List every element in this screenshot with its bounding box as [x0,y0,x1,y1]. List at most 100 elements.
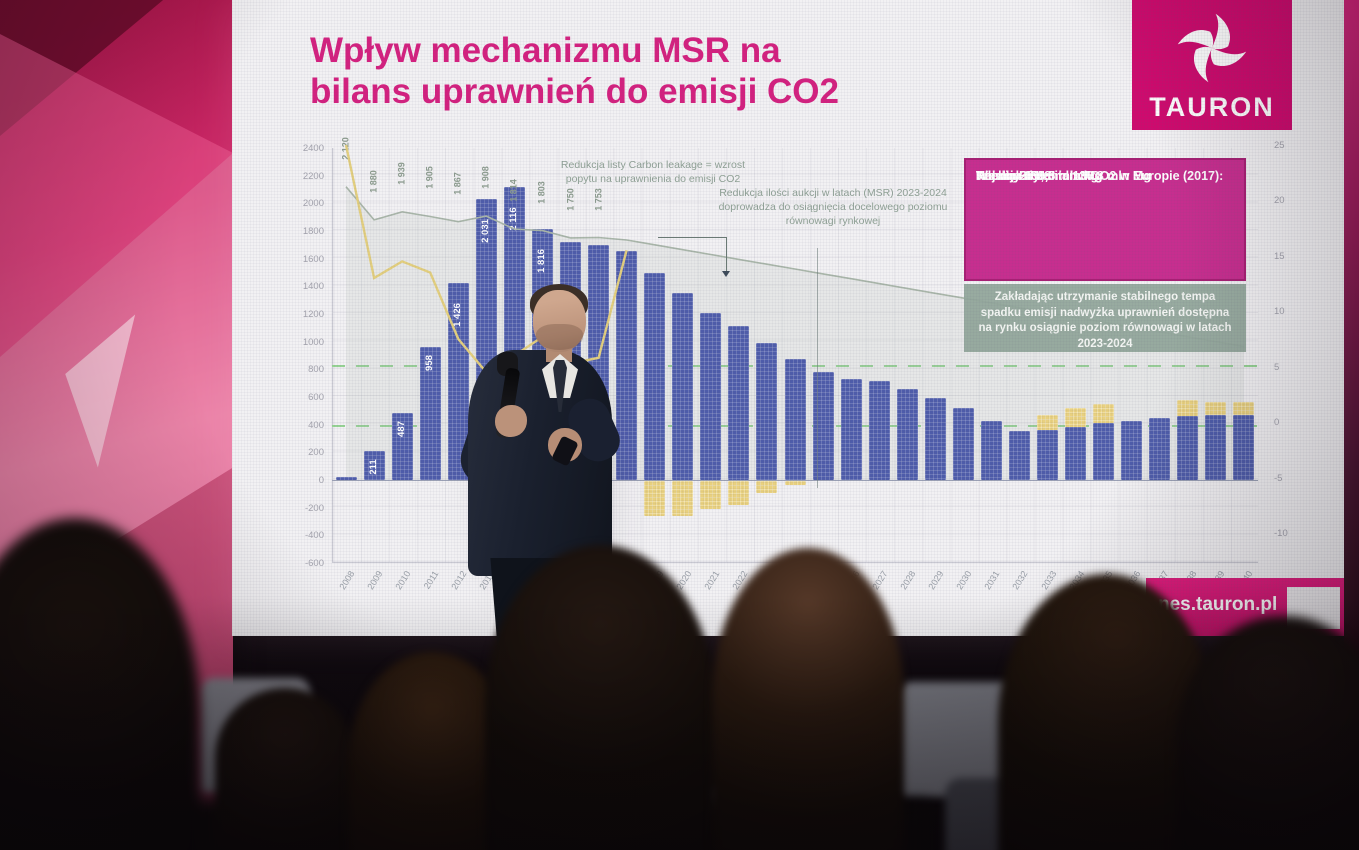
bar-msr-withdrawal [672,481,694,516]
bar-tnac [1177,415,1199,480]
left-axis-tick: -600 [304,558,324,569]
annotation-drop-line [817,248,818,488]
right-axis-tick: 25 [1274,140,1285,151]
bar-value-label: 211 [368,459,380,475]
emitters-item-italy: ▪ Włochy 155,3 mln Mg [976,168,1103,183]
bar-msr-withdrawal [700,481,722,509]
x-axis-label: 2008 [337,569,357,592]
bar-tnac [1233,414,1255,480]
left-axis-tick: -200 [304,502,324,514]
bar-tnac [363,450,385,480]
bar-tnac [1008,430,1030,480]
emitters-item-poland: ▪ Polska 201,8 mln Mg [976,168,1099,183]
line-value-label: 1 939 [396,162,407,185]
bar-tnac [840,379,862,480]
left-axis-tick: 1200 [302,309,324,320]
bar-msr-release [1177,400,1199,416]
right-axis-tick: 10 [1274,306,1285,318]
bar-tnac [419,347,441,480]
emitters-box: Najwięksi emitenci CO2 w Europie (2017):… [964,158,1246,281]
zero-axis-line [332,480,1258,481]
bar-tnac [756,343,778,480]
bar-tnac [1121,421,1143,480]
line-value-label: 1 867 [452,171,463,195]
bar-tnac [1065,427,1087,480]
bar-msr-release [1093,403,1115,424]
bar-msr-withdrawal [756,481,778,494]
emitters-box-title: Najwięksi emitenci CO2 w Europie (2017): [976,169,1224,183]
bar-msr-withdrawal [784,481,806,486]
bullet-icon: ▪ [978,168,982,178]
x-axis-label: 2032 [1010,569,1030,592]
x-axis-label: 2031 [982,569,1002,592]
audience-head [485,545,715,850]
tauron-logo-text: TAURON [1149,92,1275,122]
equilibrium-note-box: Zakładając utrzymanie stabilnego tempa s… [964,284,1246,352]
tauron-logo: TAURON [1132,0,1292,130]
presenter-suit-jacket [468,350,612,576]
line-value-label: 1 803 [536,180,547,204]
presentation-slide: Wpływ mechanizmu MSR na bilans uprawnień… [232,0,1344,636]
annotation-connector-line [658,237,726,238]
left-axis-tick: 400 [308,419,324,431]
left-axis-tick: 2400 [302,143,324,154]
emitters-item-uk: ▪ Wielka Brytania 136,8 mln Mg [976,168,1151,183]
x-axis-label: 2010 [393,569,413,592]
bar-tnac [335,476,357,480]
left-axis-tick: 200 [308,447,324,459]
left-axis-tick: 0 [318,475,324,486]
x-axis-label: 2030 [954,569,974,592]
bar-tnac [896,389,918,480]
bar-tnac [952,408,974,480]
slide-title-line2: bilans uprawnień do emisji CO2 [310,72,839,112]
bullet-icon: ▪ [978,168,982,178]
bullet-icon: ▪ [978,168,982,178]
presenter-beard-shadow [536,324,583,350]
emitters-item-france: ▪ Francja 106,3 mln Mg [976,168,1103,183]
line-value-label: 2 120 [340,136,351,160]
bar-tnac [700,312,722,480]
bar-tnac [391,412,413,480]
tauron-pinwheel-icon [1177,13,1247,83]
left-axis-tick: 1000 [302,336,324,348]
bar-tnac [1149,417,1171,480]
right-axis-tick: -10 [1274,528,1288,539]
x-axis-label: 2029 [926,569,946,592]
emitters-item-germany: ▪ Niemcy 439,5 mln Mg [976,168,1103,183]
line-value-label: 1 908 [480,166,491,189]
bar-tnac [812,372,834,480]
left-axis-tick: -400 [304,530,324,542]
left-axis-tick: 600 [308,392,324,403]
bar-value-label: 487 [396,420,408,437]
bar-tnac [980,420,1002,480]
bar-value-label: 2 031 [480,219,492,243]
right-axis-tick: -5 [1274,472,1283,484]
x-axis-label: 2009 [365,569,385,592]
annotation-carbon-leakage: Redukcja listy Carbon leakage = wzrost p… [560,159,746,186]
left-axis-tick: 1600 [302,253,324,265]
left-axis-tick: 1400 [302,281,324,293]
bar-msr-withdrawal [644,481,666,516]
slide-title-line1: Wpływ mechanizmu MSR na [310,31,781,70]
slide-title: Wpływ mechanizmu MSR na bilans uprawnień… [310,30,870,113]
audience-head [215,688,355,850]
line-value-label: 1 880 [368,170,379,193]
bar-tnac [1093,423,1115,480]
bar-msr-release [1037,414,1059,431]
x-axis-label: 2021 [702,569,722,592]
bar-msr-withdrawal [728,481,750,506]
footer-url: nes.tauron.pl [1158,594,1278,615]
left-axis-tick: 1800 [302,226,324,237]
bar-tnac [868,380,890,480]
bar-tnac [784,358,806,480]
line-value-label: 1 905 [424,166,435,190]
annotation-msr-reduction: Redukcja ilości aukcji w latach (MSR) 20… [718,187,948,228]
annotation-arrow-line [726,237,727,271]
left-axis-tick: 2000 [302,198,324,210]
bar-tnac [728,326,750,480]
bar-msr-release [1233,401,1255,415]
bar-tnac [924,397,946,480]
bar-tnac [1205,414,1227,480]
right-axis-tick: 5 [1274,361,1280,373]
